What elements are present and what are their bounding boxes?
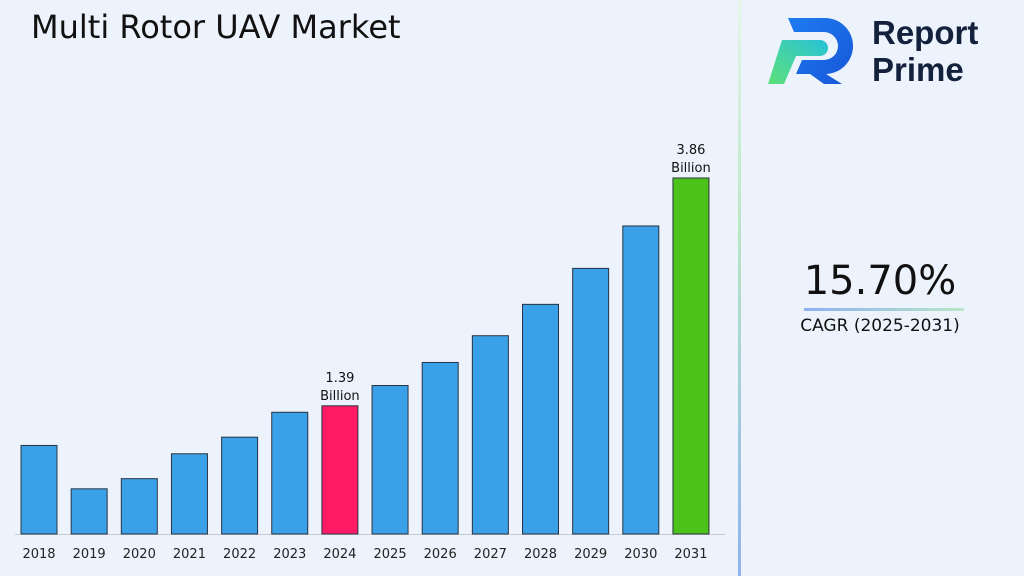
logo-text-report: Report — [872, 14, 979, 51]
data-label-unit: Billion — [671, 161, 711, 176]
x-tick-label: 2022 — [223, 547, 256, 562]
x-tick-label: 2031 — [674, 547, 707, 562]
bar-2023 — [271, 411, 309, 535]
x-tick-label: 2018 — [22, 547, 55, 562]
bar-2031 — [672, 177, 710, 535]
bar-2027 — [471, 335, 509, 535]
x-tick-label: 2020 — [123, 547, 156, 562]
x-tick-label: 2019 — [73, 547, 106, 562]
bar-2028 — [522, 303, 559, 535]
bar-2030 — [622, 225, 660, 535]
report-prime-logo: Report Prime — [766, 14, 1006, 90]
divider — [738, 0, 741, 576]
x-tick-label: 2024 — [323, 547, 356, 562]
x-tick-label: 2027 — [474, 547, 507, 562]
bar-2019 — [70, 488, 108, 535]
x-tick-label: 2029 — [574, 547, 607, 562]
x-tick-label: 2028 — [524, 547, 557, 562]
bar-chart: 2018 2019 2020 2021 2022 2023 2024 1.39 Billion 2… — [15, 143, 725, 562]
x-tick-label: 2025 — [374, 547, 407, 562]
x-tick-label: 2023 — [273, 547, 306, 562]
data-label-value: 1.39 — [325, 371, 354, 386]
bar-2018 — [20, 444, 58, 535]
x-tick-label: 2021 — [173, 547, 206, 562]
bar-2020 — [120, 478, 158, 535]
bar-2022 — [221, 436, 259, 535]
logo-text-prime: Prime — [872, 51, 964, 88]
cagr-value: 15.70% — [803, 258, 957, 304]
bar-2025 — [371, 385, 409, 535]
bar-2024 — [321, 405, 359, 535]
bar-2029 — [572, 267, 610, 535]
x-tick-label: 2030 — [624, 547, 657, 562]
data-label-unit: Billion — [320, 389, 360, 404]
data-label-value: 3.86 — [676, 143, 705, 158]
cagr-underline — [804, 308, 964, 311]
bar-2026 — [421, 361, 459, 535]
logo-mark-icon — [768, 17, 854, 85]
x-tick-label: 2026 — [424, 547, 457, 562]
bar-2021 — [170, 453, 208, 535]
cagr-label: CAGR (2025-2031) — [800, 316, 960, 336]
chart-title: Multi Rotor UAV Market — [31, 8, 401, 46]
